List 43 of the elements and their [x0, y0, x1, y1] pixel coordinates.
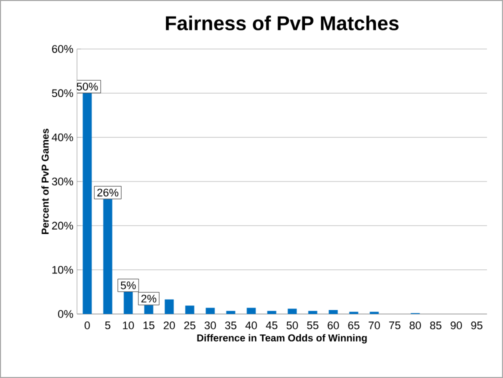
y-tick-label: 0% — [58, 310, 74, 318]
x-tick-label: 25 — [184, 322, 196, 330]
x-tick-label: 20 — [164, 322, 175, 330]
y-tick-label: 60% — [52, 45, 74, 53]
x-tick-label: 70 — [368, 322, 380, 330]
x-tick-label: 0 — [84, 322, 90, 330]
x-tick-label: 40 — [245, 322, 257, 330]
x-tick-label: 75 — [389, 322, 400, 330]
bar — [246, 308, 256, 314]
bar — [185, 306, 194, 314]
x-tick-label: 80 — [410, 322, 421, 330]
x-tick-label: 35 — [225, 322, 236, 330]
chart-title: Fairness of PvP Matches — [166, 16, 399, 30]
bar — [206, 308, 215, 314]
x-tick-label: 45 — [266, 322, 278, 330]
y-tick-label: 10% — [52, 266, 74, 274]
y-tick-label: 50% — [52, 89, 74, 98]
bar — [328, 310, 338, 314]
x-tick-label: 85 — [430, 322, 442, 330]
x-tick-label: 15 — [143, 322, 154, 330]
data-label: 2% — [141, 294, 156, 302]
x-tick-label: 55 — [307, 322, 318, 330]
bar — [267, 310, 276, 314]
data-label: 50% — [76, 82, 98, 90]
y-axis-title: Percent of PvP Games — [41, 128, 49, 234]
y-tick-label: 40% — [52, 133, 74, 142]
data-label: 5% — [120, 282, 136, 290]
x-tick-label: 95 — [471, 322, 482, 330]
bar — [164, 299, 174, 314]
x-tick-label: 65 — [348, 322, 360, 330]
x-tick-label: 10 — [122, 322, 134, 330]
y-tick-label: 20% — [52, 222, 74, 230]
x-axis-title: Difference in Team Odds of Winning — [197, 334, 367, 344]
x-tick-label: 5 — [105, 322, 110, 330]
x-tick-label: 90 — [450, 322, 462, 330]
bar — [308, 310, 318, 314]
bar — [288, 308, 297, 314]
x-tick-label: 30 — [204, 322, 216, 330]
x-tick-label: 50 — [286, 322, 298, 330]
y-tick-label: 30% — [52, 178, 74, 186]
data-label: 26% — [97, 188, 118, 196]
bar — [226, 310, 236, 314]
x-tick-label: 60 — [328, 322, 339, 330]
